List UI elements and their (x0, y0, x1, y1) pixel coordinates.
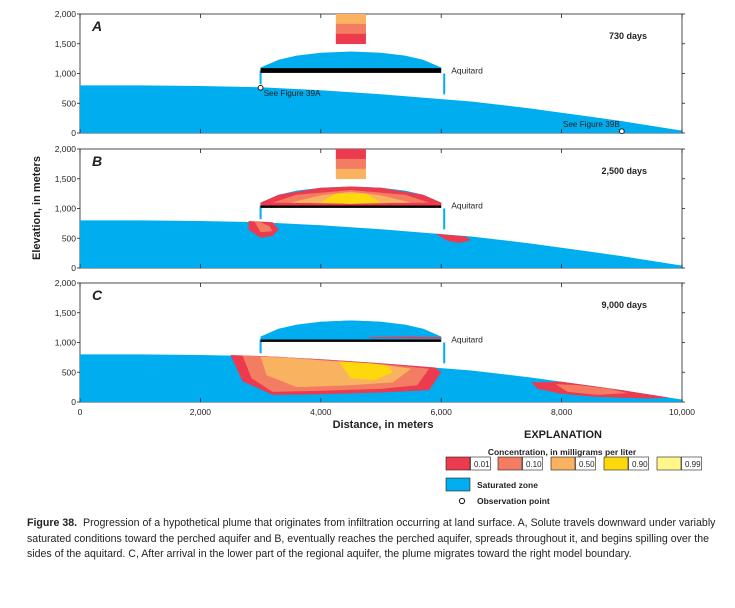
y-tick-label: 2,000 (55, 9, 77, 19)
concentration-label: 0.10 (526, 460, 542, 469)
y-tick-label: 2,000 (55, 278, 77, 288)
concentration-label: 0.99 (685, 460, 701, 469)
concentration-label-box (522, 456, 543, 471)
plume-band (335, 23, 366, 30)
x-tick-label: 4,000 (310, 407, 332, 417)
edge-drip-left (259, 70, 262, 85)
concentration-label-box (470, 456, 491, 471)
panel-letter: C (92, 287, 103, 303)
plume-band (335, 28, 366, 35)
panel-time-label: 730 days (609, 31, 647, 41)
concentration-label: 0.90 (632, 460, 648, 469)
plume-regional-090 (338, 361, 393, 380)
concentration-label: 0.50 (579, 460, 595, 469)
plume-spill-left-core (254, 221, 273, 233)
panel-time-label: 2,500 days (601, 166, 647, 176)
saturated-zone-label: Saturated zone (477, 480, 538, 490)
concentration-label-box (628, 456, 649, 471)
y-tick-label: 1,500 (55, 39, 77, 49)
observation-point (618, 128, 625, 135)
y-tick-label: 0 (71, 128, 76, 138)
concentration-swatch (603, 456, 629, 471)
concentration-label: 0.01 (474, 460, 490, 469)
panel-a: Aquitard 0 500 1,000 1,500 2,000 A 730 days See … (55, 9, 685, 138)
panels: Aquitard 0 500 1,000 1,500 2,000 A 730 days See … (55, 9, 696, 417)
concentration-swatch (445, 456, 471, 471)
observation-point-symbol (458, 497, 466, 505)
plume-band (335, 38, 366, 45)
concentration-title: Concentration, in milligrams per liter (488, 447, 637, 457)
aquitard (260, 203, 442, 208)
y-axis-label: Elevation, in meters (31, 156, 43, 260)
plume-band (335, 33, 366, 40)
concentration-label-box (575, 456, 596, 471)
y-tick-label: 0 (71, 397, 76, 407)
caption-text: Progression of a hypothetical plume that… (27, 517, 716, 561)
plume-band (335, 158, 366, 165)
y-tick-label: 500 (62, 367, 76, 377)
aquitard (260, 337, 442, 342)
panel-letter: A (91, 18, 102, 34)
x-tick-label: 8,000 (551, 407, 573, 417)
plume-perched-residual (369, 336, 442, 339)
plume-band (335, 153, 366, 160)
explanation-title: EXPLANATION (524, 429, 602, 441)
plume-downgradient-010 (555, 384, 628, 395)
x-tick-label: 6,000 (431, 407, 453, 417)
perched-aquifer (260, 51, 442, 71)
aquitard-label: Aquitard (451, 201, 483, 211)
edge-drip-left (259, 205, 262, 220)
observation-point (257, 84, 264, 91)
plume-band (335, 14, 366, 20)
x-tick-label: 10,000 (669, 407, 695, 417)
concentration-swatch (656, 456, 682, 471)
plume-spill-right (435, 233, 472, 243)
edge-drip-right (443, 208, 446, 230)
observation-point-label: Observation point (477, 496, 550, 506)
y-tick-label: 1,000 (55, 204, 77, 214)
plume-band (335, 173, 366, 180)
plume-band (335, 168, 366, 175)
edge-drip-right (443, 73, 446, 95)
x-tick-label: 0 (78, 407, 83, 417)
figure-number: Figure 38. (27, 517, 78, 529)
concentration-swatch (497, 456, 523, 471)
panel-b: Aquitard 0 500 1,000 1,500 2,000 B 2,500 days (55, 144, 685, 273)
plume-band (335, 149, 366, 155)
x-axis-label: Distance, in meters (333, 419, 434, 431)
regional-saturated-zone (80, 85, 682, 133)
y-tick-label: 1,000 (55, 69, 77, 79)
y-tick-label: 1,000 (55, 338, 77, 348)
regional-saturated-zone (80, 220, 682, 268)
panel-time-label: 9,000 days (601, 300, 647, 310)
y-tick-label: 500 (62, 98, 76, 108)
concentration-swatches: 0.01 0.10 0.50 0.90 0.99 (445, 456, 702, 471)
concentration-swatch (550, 456, 576, 471)
perched-aquifer-clean (260, 320, 442, 340)
y-tick-label: 0 (71, 263, 76, 273)
edge-drip-right (443, 342, 446, 364)
x-tick-label: 2,000 (190, 407, 212, 417)
panel-c: Aquitard 0 500 1,000 1,500 2,000 C 9,000 days (55, 278, 685, 407)
plume-figure: Aquitard 0 500 1,000 1,500 2,000 A 730 days See … (31, 9, 702, 506)
saturated-zone-swatch (445, 477, 471, 492)
y-tick-label: 1,500 (55, 308, 77, 318)
plume-band (335, 18, 366, 25)
figure-caption: Figure 38. Progression of a hypothetical … (27, 516, 717, 563)
y-tick-label: 2,000 (55, 144, 77, 154)
aquitard-label: Aquitard (451, 335, 483, 345)
plume-band (335, 163, 366, 170)
y-tick-label: 500 (62, 233, 76, 243)
edge-drip-left (259, 339, 262, 354)
panel-letter: B (92, 153, 102, 169)
explanation-legend: EXPLANATION Concentration, in milligrams… (445, 429, 702, 506)
plume-perched-090 (320, 193, 381, 204)
observation-label: See Figure 39A (264, 89, 321, 98)
concentration-label-box (681, 456, 702, 471)
observation-label: See Figure 39B (563, 120, 620, 129)
y-tick-label: 1,500 (55, 174, 77, 184)
aquitard-label: Aquitard (451, 66, 483, 76)
aquitard (260, 68, 442, 73)
